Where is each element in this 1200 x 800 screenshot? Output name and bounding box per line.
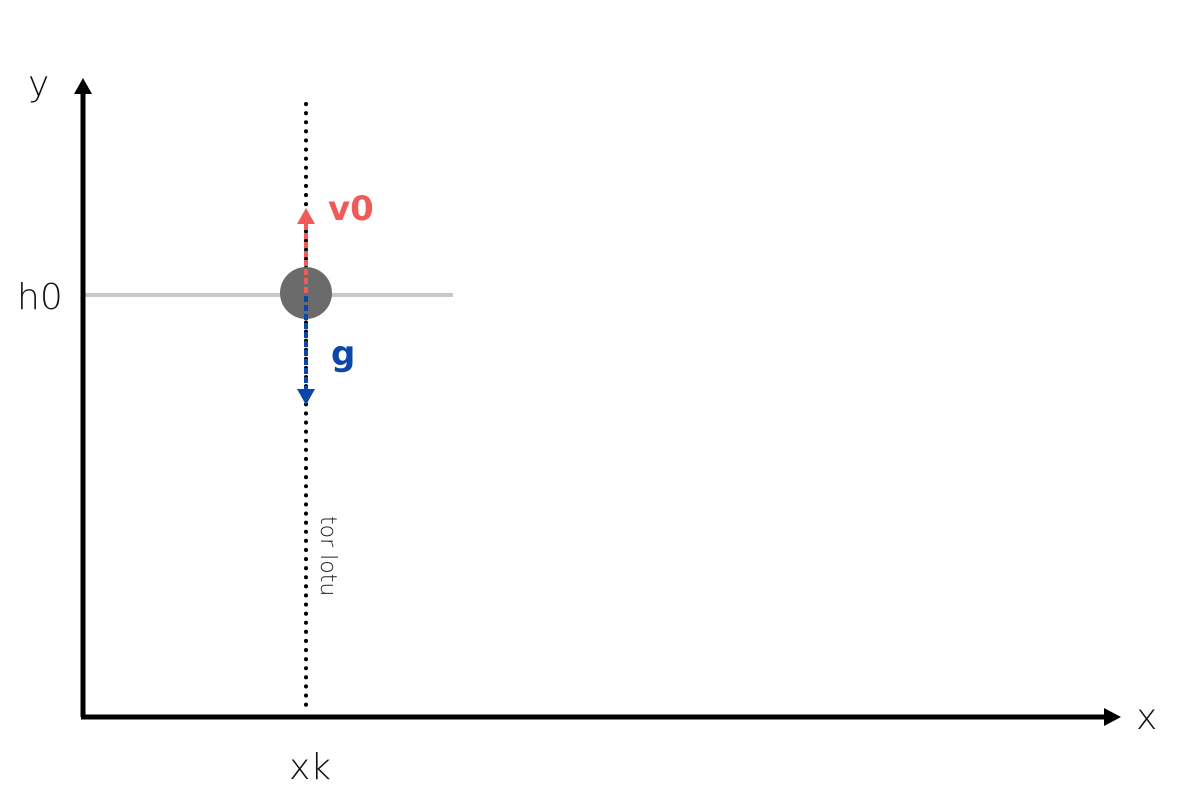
height-label: h0 <box>17 277 63 318</box>
axes <box>74 78 1121 726</box>
x-axis-arrow-icon <box>1104 708 1121 726</box>
gravity-vector <box>297 296 315 405</box>
velocity-label: v0 <box>328 189 374 229</box>
x-position-label: xk <box>289 747 331 788</box>
x-axis-label: x <box>1136 697 1157 738</box>
y-axis-arrow-icon <box>74 78 92 94</box>
gravity-label: g <box>331 334 355 374</box>
trajectory-label: tor lotu <box>315 516 340 596</box>
y-axis-label: y <box>28 64 49 105</box>
velocity-vector <box>297 208 315 293</box>
